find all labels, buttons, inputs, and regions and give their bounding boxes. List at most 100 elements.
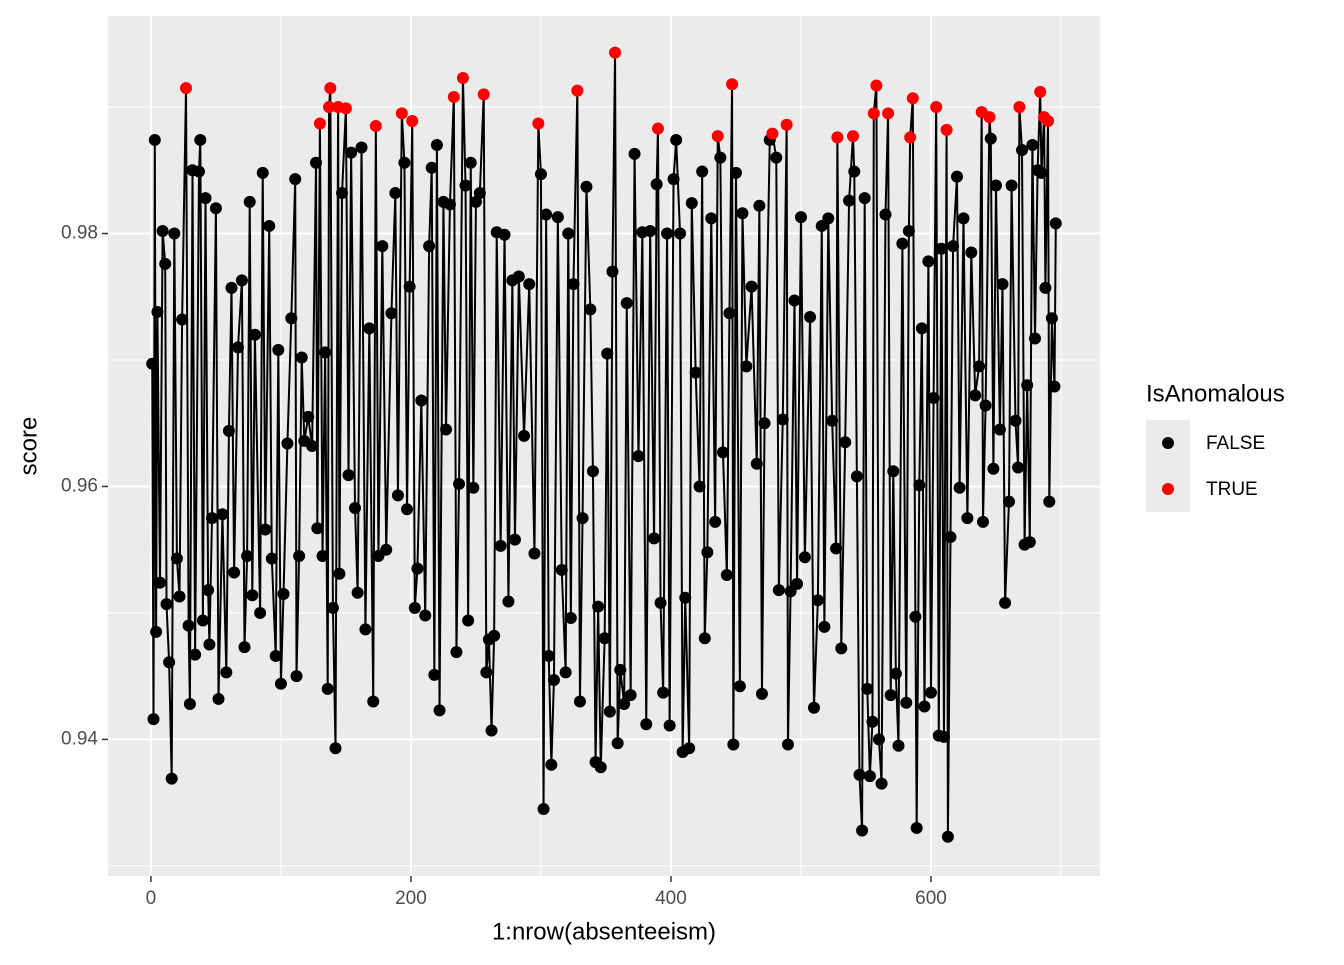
point [329,742,342,755]
point [176,313,189,326]
point [961,512,974,525]
point [620,297,633,310]
point [523,278,536,291]
point [494,539,507,552]
point [428,668,441,681]
point [822,212,835,225]
point [654,596,667,609]
point [306,440,319,452]
point [598,632,611,645]
point [736,207,749,220]
point [804,311,817,323]
point [467,481,480,494]
point [867,107,880,120]
point [858,192,871,205]
point [606,265,619,278]
y-axis-title: score [15,417,42,476]
point [650,178,663,191]
point [193,165,206,178]
point [910,821,923,834]
point [944,531,957,544]
point [411,562,424,575]
point [551,211,564,224]
point [984,132,997,145]
point [419,609,432,622]
point [518,429,531,442]
point [440,423,453,436]
point [395,107,408,120]
point [674,227,687,240]
point [1012,461,1025,474]
point [875,777,888,790]
legend-label: TRUE [1206,479,1258,500]
point [433,704,446,717]
point [1026,139,1039,151]
legend-title: IsAnomalous [1146,380,1285,407]
point [856,824,869,837]
point [909,610,922,623]
point [564,612,577,624]
point [846,130,859,143]
point [168,227,181,240]
point [389,187,402,200]
point [380,543,393,556]
point [772,584,785,597]
point [316,550,329,563]
point [430,139,443,151]
point [324,82,337,95]
point [269,649,282,662]
point [628,147,641,160]
point [727,738,740,751]
point [918,700,931,713]
point [947,240,960,253]
point [512,270,525,283]
point [502,595,515,608]
point [238,641,251,654]
point [206,512,219,525]
point [534,168,547,181]
point [274,677,287,690]
point [363,322,376,335]
point [277,587,290,600]
point [147,713,160,726]
point [559,666,572,679]
point [670,133,683,146]
point [644,225,657,237]
point [900,696,913,709]
point [339,102,352,115]
point [342,469,355,482]
point [780,118,793,131]
point [212,692,225,705]
point [924,686,937,699]
point [281,437,294,450]
point [753,199,766,212]
point [953,481,966,494]
point [940,123,953,136]
point [979,399,992,412]
point [391,489,404,502]
point [584,303,597,316]
point [1002,495,1015,508]
y-tick-label: 0.96 [61,475,98,496]
point [319,346,332,359]
point [1049,217,1062,230]
point [189,648,202,661]
point [336,187,349,200]
point [423,240,436,253]
point [839,436,852,449]
point [302,410,315,423]
point [685,197,698,210]
point [528,547,541,560]
point [661,227,674,240]
point [850,470,863,483]
point [745,280,758,293]
point [453,477,466,490]
point [716,446,729,459]
point [321,682,334,695]
point [632,450,645,463]
point [289,173,302,186]
point [182,619,195,632]
point [235,274,248,287]
point [935,242,948,255]
point [798,551,811,564]
